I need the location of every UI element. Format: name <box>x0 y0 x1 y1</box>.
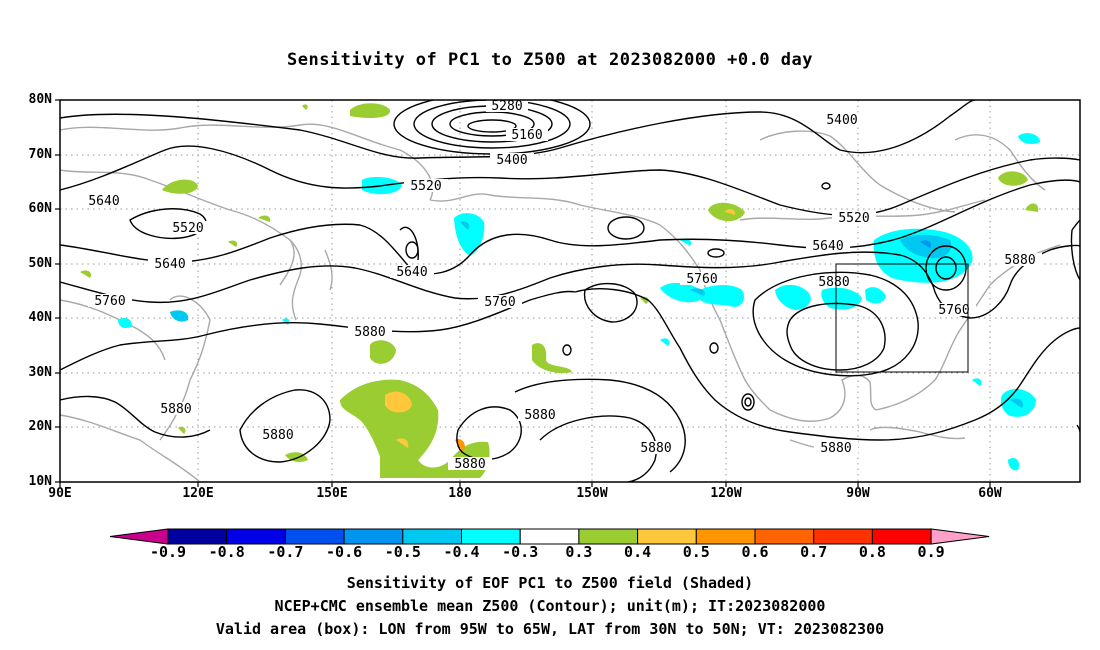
plot-title: Sensitivity of PC1 to Z500 at 2023082000… <box>286 50 813 70</box>
lon-label: 120E <box>182 486 214 501</box>
colorbar-tick-label: -0.7 <box>267 543 304 561</box>
colorbar-tick-label: 0.6 <box>741 543 769 561</box>
colorbar-swatch <box>167 528 228 545</box>
colorbar-tick-label: -0.6 <box>326 543 363 561</box>
contour-label: 5760 <box>94 294 125 309</box>
colorbar-swatch <box>695 528 756 545</box>
colorbar-swatch <box>578 528 639 545</box>
contour-label: 5880 <box>524 408 555 423</box>
contour-label: 5760 <box>686 272 717 287</box>
colorbar-swatch <box>637 528 697 545</box>
lon-label: 60W <box>978 486 1002 501</box>
lat-label: 30N <box>28 365 52 380</box>
contour-label: 5880 <box>818 275 849 290</box>
colorbar-tick-label: -0.4 <box>443 543 480 561</box>
valid-area-box <box>835 263 969 373</box>
colorbar-swatch <box>461 528 521 545</box>
lat-label: 70N <box>28 147 52 162</box>
colorbar-swatch <box>871 528 932 545</box>
colorbar-tick-label: -0.8 <box>208 543 245 561</box>
contour-label: 5880 <box>820 441 851 456</box>
caption-valid-area: Valid area (box): LON from 95W to 65W, L… <box>215 620 885 638</box>
colorbar-tick-label: 0.3 <box>565 543 593 561</box>
contour-label: 5880 <box>160 402 191 417</box>
lat-label: 80N <box>28 92 52 107</box>
colorbar-tick-label: -0.3 <box>502 543 539 561</box>
contour-label: 5880 <box>454 457 485 472</box>
lon-label: 150E <box>316 486 348 501</box>
colorbar-swatch <box>284 528 345 545</box>
contour-label: 5880 <box>262 428 293 443</box>
caption-shading: Sensitivity of EOF PC1 to Z500 field (Sh… <box>346 574 754 592</box>
colorbar-end-left <box>109 528 169 545</box>
lat-label: 20N <box>28 419 52 434</box>
colorbar-swatch <box>754 528 815 545</box>
colorbar-tick-label: 0.5 <box>682 543 710 561</box>
colorbar-swatch <box>343 528 404 545</box>
contour-label: 5640 <box>396 265 427 280</box>
contour-label: 5880 <box>354 325 385 340</box>
lat-label: 60N <box>28 201 52 216</box>
colorbar-tick-label: 0.9 <box>917 543 945 561</box>
lon-label: 90E <box>48 486 72 501</box>
colorbar <box>109 528 990 545</box>
colorbar-tick-label: 0.7 <box>800 543 828 561</box>
lon-label: 120W <box>710 486 742 501</box>
contour-label: 5520 <box>410 179 441 194</box>
lon-label: 90W <box>846 486 870 501</box>
lat-label: 50N <box>28 256 52 271</box>
lat-label: 10N <box>28 474 52 489</box>
contour-label: 5400 <box>826 113 857 128</box>
contour-label: 5160 <box>511 128 542 143</box>
contour-label: 5640 <box>812 239 843 254</box>
coastlines <box>60 123 1061 482</box>
contour-labels: 5280 5160 5400 5400 5520 5520 5520 5640 … <box>82 99 1042 472</box>
lat-label: 40N <box>28 310 52 325</box>
colorbar-tick-label: 0.8 <box>858 543 886 561</box>
colorbar-tick-label: -0.5 <box>384 543 421 561</box>
contour-label: 5880 <box>640 441 671 456</box>
colorbar-swatch <box>226 528 286 545</box>
colorbar-tick-label: 0.4 <box>624 543 652 561</box>
contour-label: 5760 <box>938 303 969 318</box>
lon-label: 150W <box>576 486 608 501</box>
contour-label: 5760 <box>484 295 515 310</box>
contour-label: 5640 <box>88 194 119 209</box>
plot-frame <box>59 99 1081 483</box>
contour-label: 5400 <box>496 153 527 168</box>
caption-contour: NCEP+CMC ensemble mean Z500 (Contour); u… <box>274 597 826 615</box>
z500-contours <box>60 100 1080 482</box>
colorbar-swatch <box>813 528 873 545</box>
contour-label: 5280 <box>491 99 522 114</box>
colorbar-swatch <box>402 528 462 545</box>
contour-label: 5640 <box>154 257 185 272</box>
axis-ticks <box>55 99 991 487</box>
contour-label: 5520 <box>838 211 869 226</box>
contour-label: 5520 <box>172 221 203 236</box>
colorbar-end-right <box>930 528 990 545</box>
contour-label: 5880 <box>1004 253 1035 268</box>
lon-label: 180 <box>448 486 472 501</box>
colorbar-tick-label: -0.9 <box>149 543 187 561</box>
colorbar-swatch <box>519 528 580 545</box>
sensitivity-shading <box>80 103 1040 478</box>
